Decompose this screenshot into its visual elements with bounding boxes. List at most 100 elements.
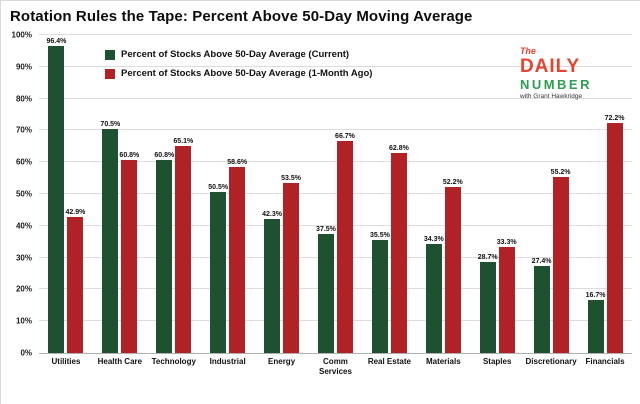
- x-category-label: Utilities: [39, 357, 93, 376]
- legend-swatch: [105, 68, 115, 79]
- bar-value-label: 27.4%: [531, 257, 552, 265]
- bar: 37.5%: [316, 226, 336, 353]
- x-category-label-text: Health Care: [97, 357, 143, 366]
- gridline: [39, 256, 632, 258]
- bar-value-label: 33.3%: [496, 239, 517, 247]
- y-tick-label: 30%: [15, 253, 32, 263]
- bar: 50.5%: [208, 184, 228, 353]
- bar-group: 16.7% 72.2%: [578, 35, 632, 353]
- gridline: [39, 129, 632, 131]
- bar: 53.5%: [281, 175, 301, 353]
- plot-area: 96.4% 42.9% 70.5% 60.8% 60.8% 65.1% 50.5% 58.6%…: [39, 34, 632, 354]
- x-category-label: Health Care: [93, 357, 147, 376]
- bar: 55.2%: [551, 169, 571, 353]
- bar-value-label: 16.7%: [585, 291, 606, 299]
- y-tick-label: 70%: [15, 125, 32, 135]
- x-category-label-text: Staples: [482, 357, 512, 366]
- bar: 62.8%: [389, 145, 409, 353]
- x-category-label-text: Industrial: [209, 357, 246, 366]
- bar-value-label: 34.3%: [423, 235, 444, 243]
- gridline: [39, 97, 632, 99]
- bar: 72.2%: [605, 115, 624, 353]
- bar-group: 96.4% 42.9%: [39, 35, 93, 353]
- x-category-label-text: Real Estate: [367, 357, 411, 366]
- bar-group: 27.4% 55.2%: [524, 35, 578, 353]
- x-category-label: Staples: [470, 357, 524, 376]
- y-tick-label: 100%: [11, 30, 32, 40]
- x-category-label: Technology: [147, 357, 201, 376]
- x-category-label: Comm Services: [309, 357, 363, 376]
- logo-daily: DAILY: [519, 56, 581, 77]
- bar-value-label: 37.5%: [316, 225, 336, 233]
- x-category-label-text: Discretionary: [525, 357, 577, 366]
- bar: 58.6%: [227, 159, 247, 353]
- y-tick-label: 60%: [15, 157, 32, 167]
- page-title: Rotation Rules the Tape: Percent Above 5…: [10, 8, 473, 25]
- bar-group: 34.3% 52.2%: [416, 35, 470, 353]
- bar: 28.7%: [478, 254, 498, 353]
- bar: 16.7%: [586, 292, 605, 353]
- bar-group: 50.5% 58.6%: [201, 35, 255, 353]
- y-tick-label: 0%: [20, 348, 32, 358]
- bar-group: 42.3% 53.5%: [255, 35, 309, 353]
- x-axis-labels: Utilities Health Care Technology Industrial…: [39, 357, 632, 376]
- bars: 96.4% 42.9% 70.5% 60.8% 60.8% 65.1% 50.5% 58.6%…: [39, 35, 632, 353]
- bar-value-label: 72.2%: [604, 115, 625, 123]
- x-category-label-text: Comm Services: [319, 357, 352, 376]
- bar: 27.4%: [532, 258, 552, 353]
- bar: 52.2%: [443, 179, 463, 353]
- bar: 33.3%: [497, 239, 517, 353]
- bar-value-label: 55.2%: [550, 169, 571, 177]
- bar: 42.3%: [262, 211, 282, 353]
- gridline: [39, 320, 632, 322]
- bar: 35.5%: [370, 232, 390, 353]
- bar: 66.7%: [335, 133, 355, 353]
- bar-value-label: 96.4%: [46, 38, 67, 46]
- x-category-label-text: Financials: [585, 357, 625, 366]
- bar-value-label: 42.9%: [65, 208, 86, 216]
- logo-number: NUMBER: [519, 77, 592, 92]
- gridline: [39, 65, 632, 67]
- bar: 65.1%: [173, 138, 193, 353]
- bar-value-label: 42.3%: [262, 210, 283, 218]
- logo-tagline: with Grant Hawkridge: [519, 93, 583, 100]
- bar-value-label: 60.8%: [154, 151, 175, 159]
- gridline: [39, 193, 632, 194]
- gridline: [39, 288, 632, 290]
- bar-value-label: 53.5%: [281, 174, 302, 182]
- x-category-label-text: Utilities: [51, 357, 81, 366]
- y-axis-labels: 0% 10% 20% 30% 40% 50% 60% 70% 80% 90% 100%: [2, 31, 35, 358]
- x-category-label-text: Materials: [425, 357, 461, 366]
- x-category-label-text: Technology: [151, 357, 196, 366]
- y-tick-label: 80%: [15, 94, 32, 104]
- legend-item: Percent of Stocks Above 50-Day Average (…: [105, 49, 372, 60]
- x-category-label-text: Energy: [268, 357, 296, 366]
- bar-value-label: 35.5%: [369, 232, 390, 240]
- bar-value-label: 58.6%: [227, 158, 248, 166]
- bar-group: 37.5% 66.7%: [309, 35, 363, 353]
- bar-value-label: 60.8%: [119, 151, 140, 159]
- bar-value-label: 66.7%: [335, 132, 355, 140]
- y-tick-label: 10%: [15, 316, 32, 326]
- bar-group: 28.7% 33.3%: [470, 35, 524, 353]
- bar-value-label: 65.1%: [173, 137, 194, 145]
- bar-value-label: 50.5%: [208, 184, 229, 192]
- legend-label: Percent of Stocks Above 50-Day Average (…: [121, 49, 350, 60]
- x-category-label: Industrial: [201, 357, 255, 376]
- bar: 34.3%: [424, 236, 444, 353]
- x-category-label: Materials: [416, 357, 470, 376]
- gridline: [39, 224, 632, 226]
- chart: 0% 10% 20% 30% 40% 50% 60% 70% 80% 90% 100% 96.4% 4…: [12, 31, 632, 376]
- gridline: [39, 34, 632, 35]
- bar: 42.9%: [66, 209, 85, 353]
- legend-label: Percent of Stocks Above 50-Day Average (…: [121, 68, 373, 79]
- bar: 96.4%: [47, 38, 66, 353]
- y-tick-label: 40%: [15, 221, 32, 231]
- bar: 60.8%: [154, 152, 174, 353]
- bar-value-label: 70.5%: [100, 120, 121, 128]
- bar-group: 60.8% 65.1%: [147, 35, 201, 353]
- bar: 70.5%: [100, 121, 120, 353]
- bar-value-label: 62.8%: [388, 145, 409, 153]
- x-category-label: Discretionary: [524, 357, 578, 376]
- bar-group: 70.5% 60.8%: [93, 35, 147, 353]
